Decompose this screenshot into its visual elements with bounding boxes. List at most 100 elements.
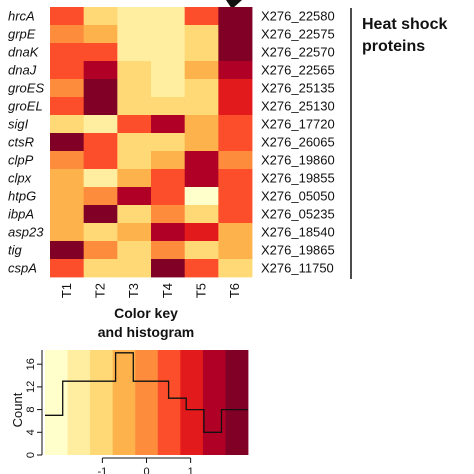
heatmap-cell (50, 7, 85, 26)
heatmap-cell (83, 205, 118, 224)
histogram-line (45, 352, 248, 433)
locus-label: X276_11750 (261, 261, 334, 276)
heatmap-cell (50, 115, 85, 134)
color-key-band (67, 350, 91, 455)
heatmap-cell (50, 25, 85, 44)
heatmap-cell (117, 133, 152, 152)
heatmap-cell (218, 97, 253, 116)
heatmap-cell (50, 241, 85, 260)
gene-label: groES (8, 81, 44, 96)
gene-label: grpE (8, 27, 36, 42)
heatmap-cell (184, 97, 219, 116)
heatmap-cells (50, 7, 253, 278)
heatmap-cell (83, 187, 118, 206)
heatmap-cell (218, 7, 253, 26)
heatmap-cell (151, 97, 186, 116)
heatmap-cell (83, 223, 118, 242)
heatmap-cell (151, 223, 186, 242)
heatmap-cell (151, 25, 186, 44)
heatmap-cell (218, 169, 253, 188)
heatmap-cell (117, 115, 152, 134)
y-tick-label: 16 (25, 358, 37, 370)
heatmap-cell (83, 259, 118, 278)
timepoint-label: T1 (59, 283, 74, 298)
heatmap-cell (50, 79, 85, 98)
gene-label: asp23 (8, 225, 44, 240)
color-key-band (135, 350, 159, 455)
heatmap-cell (184, 151, 219, 170)
color-key-band (225, 350, 249, 455)
gene-label: ibpA (8, 207, 34, 222)
heatmap-cell (50, 187, 85, 206)
heatmap-cell (83, 61, 118, 80)
gene-label: groEL (8, 99, 43, 114)
heatmap-cell (83, 25, 118, 44)
gene-label: htpG (8, 189, 36, 204)
heatmap-cell (117, 205, 152, 224)
color-key-band (90, 350, 114, 455)
heatmap-cell (117, 7, 152, 26)
gene-label: clpP (8, 153, 34, 168)
heatmap-cell (83, 7, 118, 26)
locus-labels: X276_22580 X276_22575 X276_22570 X276_22565… (261, 9, 335, 276)
heatmap-cell (184, 115, 219, 134)
timepoint-label: T5 (194, 283, 209, 298)
heatmap-cell (83, 115, 118, 134)
heatmap-cell (83, 133, 118, 152)
locus-label: X276_26065 (261, 135, 335, 150)
heatmap-cell (218, 151, 253, 170)
timepoint-labels: T1 T2 T3 T4 T5 T6 (59, 283, 242, 298)
locus-label: X276_05235 (261, 207, 335, 222)
locus-label: X276_22565 (261, 63, 335, 78)
color-key-title-line-2: and histogram (98, 324, 194, 340)
heatmap-cell (151, 151, 186, 170)
heatmap-cell (50, 169, 85, 188)
heatmap-cell (151, 169, 186, 188)
heatmap-cell (184, 259, 219, 278)
timepoint-label: T4 (160, 283, 175, 298)
histogram-y-label: Count (10, 392, 25, 427)
gene-label: clpx (8, 171, 32, 186)
heatmap-cell (50, 151, 85, 170)
top-arrow-fragment (226, 0, 242, 9)
gene-label: ctsR (8, 135, 34, 150)
heatmap-cell (184, 223, 219, 242)
x-tick-label: -1 (97, 466, 107, 474)
heatmap-cell (151, 241, 186, 260)
heatmap-cell (151, 187, 186, 206)
heatmap-cell (83, 169, 118, 188)
heatmap-cell (218, 115, 253, 134)
heatmap-cell (83, 241, 118, 260)
color-key-axes: 0 4 8 12 16 -1 0 1 (25, 350, 194, 474)
heatmap-cell (184, 61, 219, 80)
heatmap-cell (218, 205, 253, 224)
locus-label: X276_05050 (261, 189, 335, 204)
heatmap-cell (117, 25, 152, 44)
gene-labels: hrcA grpE dnaK dnaJ groES groEL sigI ctsR clpP cl… (8, 9, 44, 276)
color-key-title-line-1: Color key (114, 305, 178, 321)
heatmap-cell (184, 205, 219, 224)
heatmap-cell (184, 79, 219, 98)
color-key-band (112, 350, 136, 455)
heatmap-cell (184, 133, 219, 152)
x-tick-label: 0 (143, 466, 149, 474)
heatmap-cell (218, 133, 253, 152)
heatmap-cell (50, 259, 85, 278)
locus-label: X276_25130 (261, 99, 335, 114)
heatmap-cell (151, 205, 186, 224)
heatmap-cell (117, 79, 152, 98)
gene-label: sigI (8, 117, 29, 132)
y-tick-label: 12 (25, 381, 37, 393)
color-key-band (202, 350, 226, 455)
locus-label: X276_25135 (261, 81, 335, 96)
heatmap-cell (117, 61, 152, 80)
locus-label: X276_22570 (261, 45, 335, 60)
color-key-band (45, 350, 68, 455)
heatmap-cell (83, 151, 118, 170)
heatmap-cell (117, 151, 152, 170)
heatmap-cell (117, 43, 152, 62)
heatmap-cell (117, 187, 152, 206)
heatmap-cell (50, 61, 85, 80)
color-key-bands (45, 350, 249, 455)
